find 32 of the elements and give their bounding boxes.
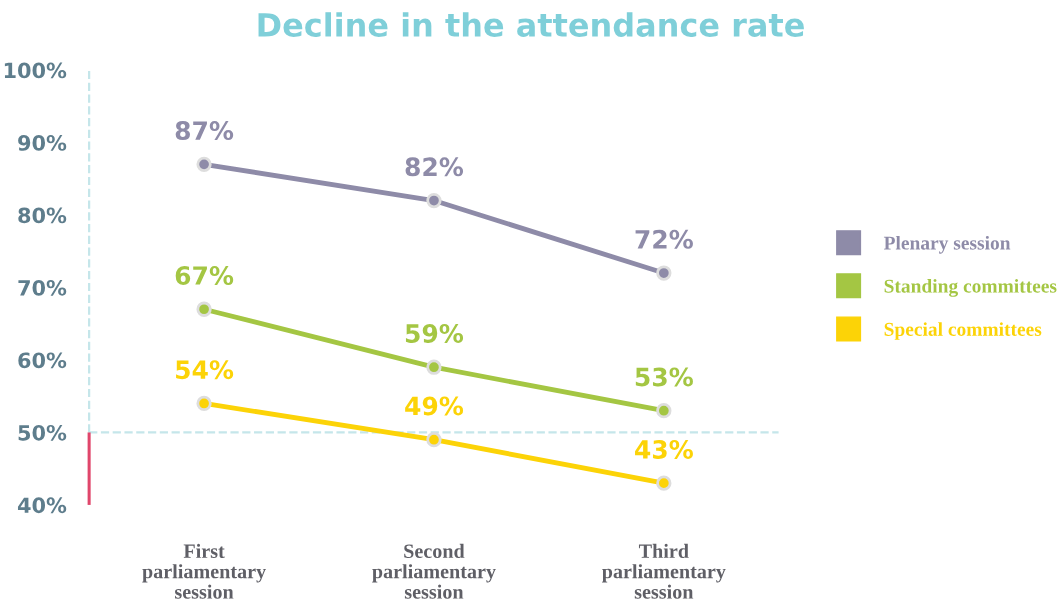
legend-label: Plenary session <box>883 235 1011 254</box>
data-label: 49% <box>405 396 464 416</box>
point <box>656 265 672 281</box>
point <box>426 432 442 448</box>
data-label: 43% <box>635 439 693 459</box>
y-tick-label: 70% <box>18 279 67 296</box>
point <box>426 192 442 209</box>
chart-title: Decline in the attendance rate <box>258 12 804 37</box>
data-label: 59% <box>405 324 464 343</box>
legend-label: Standing committees <box>884 279 1057 297</box>
x-tick-label: Third parliamentary session <box>602 543 726 599</box>
data-label: 72% <box>635 229 693 249</box>
x-tick-label: First parliamentary session <box>142 543 266 599</box>
point <box>426 359 442 375</box>
y-tick-label: 90% <box>18 135 67 151</box>
y-tick-label: 60% <box>18 352 67 369</box>
y-tick-label: 80% <box>18 207 67 224</box>
data-label: 67% <box>175 266 234 285</box>
x-tick-label: Second parliamentary session <box>372 543 496 599</box>
data-label: 54% <box>176 360 234 380</box>
y-tick-label: 50% <box>18 424 67 441</box>
y-tick-label: 40% <box>17 497 67 514</box>
point <box>196 395 212 412</box>
data-label: 82% <box>405 157 464 177</box>
data-label: 87% <box>175 121 234 141</box>
y-tick-label: 100% <box>4 62 67 79</box>
legend-label: Special committees <box>884 322 1042 340</box>
point <box>196 301 212 317</box>
point <box>196 156 212 172</box>
point <box>656 403 672 419</box>
point <box>656 475 672 491</box>
data-label: 53% <box>635 367 693 387</box>
